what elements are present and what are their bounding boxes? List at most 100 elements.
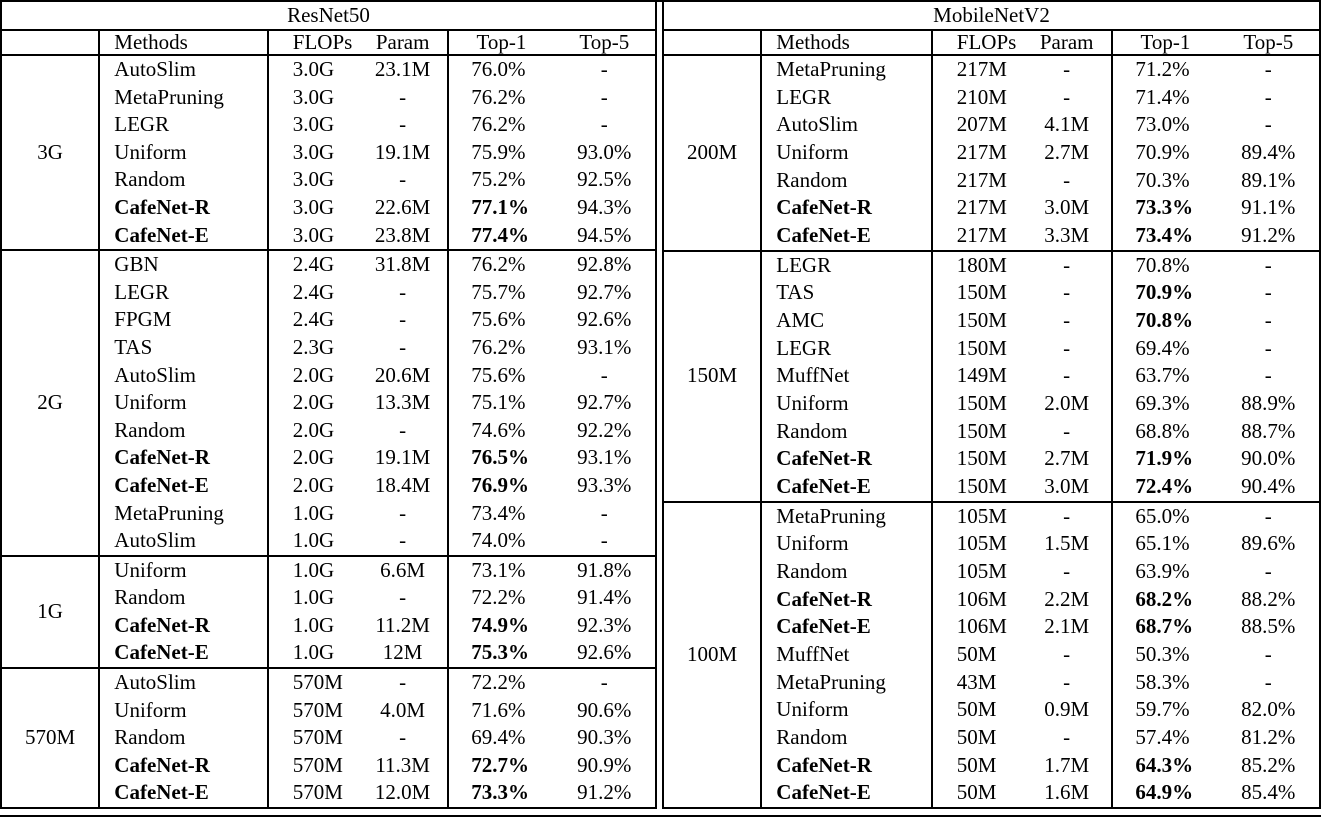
param-cell: - (358, 724, 450, 752)
flops-cell: 150M (956, 390, 1007, 415)
param-cell: - (358, 278, 450, 307)
top5-cell: 93.0% (577, 139, 632, 164)
method-cell: CafeNet-R (99, 611, 269, 640)
table-row: Random 105M -63.9% - (663, 557, 1320, 586)
table-row: MetaPruning 43M -58.3% - (663, 668, 1320, 697)
param-cell: 18.4M (358, 471, 450, 500)
method-cell: Random (99, 166, 269, 194)
flops-cell: 1.0G (292, 500, 335, 525)
table-row: 570M AutoSlim 570M -72.2% - (1, 668, 656, 809)
param-cell: - (1022, 640, 1114, 669)
table-row: MetaPruning 3.0G -76.2% - (1, 83, 656, 112)
table-row: Random 217M -70.3% 89.1% (663, 166, 1320, 195)
table-row: Uniform 150M 2.0M 69.3% 88.9% (663, 389, 1320, 418)
table-row: Uniform 217M 2.7M 70.9% 89.4% (663, 138, 1320, 167)
group-label: 2G (1, 250, 101, 556)
flops-cell: 150M (956, 335, 1007, 360)
table-row: CafeNet-R 1.0G 11.2M 74.9% 92.3% (1, 611, 656, 640)
row-group-2g: 2G GBN 2.4G 31.8M 76.2% 92.8% LEGR 2.4G -75.7% 92… (1, 250, 656, 556)
param-cell: 11.3M (358, 751, 450, 780)
param-cell: - (1022, 279, 1114, 307)
param-cell: - (1022, 83, 1114, 112)
header-flops: FLOPs (931, 30, 1023, 56)
top5-cell: 85.2% (1241, 752, 1296, 777)
method-cell: Uniform (99, 555, 269, 585)
top1-cell: 70.8% (1135, 252, 1190, 277)
method-cell: Random (99, 584, 269, 612)
table-row: CafeNet-E 150M 3.0M 72.4% 90.4% (663, 472, 1320, 502)
top5-cell: 88.5% (1241, 614, 1296, 639)
table-row: CafeNet-R 3.0G 22.6M 77.1% 94.3% (1, 193, 656, 222)
method-cell: LEGR (761, 83, 933, 112)
top1-cell: 71.6% (471, 697, 526, 722)
table-row: LEGR 210M -71.4% - (663, 83, 1320, 112)
flops-cell: 50M (956, 752, 997, 777)
top5-cell: 88.2% (1241, 586, 1296, 611)
top5-cell: - (1264, 84, 1272, 109)
top1-cell: 65.0% (1135, 503, 1190, 528)
table-row: TAS 2.3G -76.2% 93.1% (1, 333, 656, 362)
param-cell: 23.1M (358, 55, 450, 84)
header-param: Param (358, 30, 450, 56)
top1-cell: 72.7% (471, 752, 530, 777)
top1-cell: 77.4% (471, 222, 530, 247)
flops-cell: 2.0G (292, 472, 335, 497)
top1-cell: 76.2% (471, 112, 526, 137)
flops-cell: 3.0G (292, 84, 335, 109)
flops-cell: 217M (956, 167, 1007, 192)
param-cell: - (358, 416, 450, 445)
flops-cell: 217M (956, 195, 1007, 220)
table-header-row: Methods FLOPs Param Top-1 Top-5 (663, 30, 1320, 56)
method-cell: Uniform (761, 530, 933, 558)
param-cell: 11.2M (358, 611, 450, 640)
top5-cell: - (1264, 503, 1272, 528)
flops-cell: 1.0G (292, 528, 335, 553)
flops-cell: 3.0G (292, 194, 335, 219)
top5-cell: - (1264, 280, 1272, 305)
flops-cell: 570M (292, 697, 343, 722)
param-cell: 23.8M (358, 221, 450, 251)
top1-cell: 73.4% (1135, 223, 1194, 247)
table-row: CafeNet-R 150M 2.7M 71.9% 90.0% (663, 445, 1320, 473)
method-cell: Uniform (99, 696, 269, 725)
top1-cell: 70.3% (1135, 167, 1190, 192)
method-cell: LEGR (761, 334, 933, 363)
row-group-200m: 200M MetaPruning 217M -71.2% - LEGR 210M -71.4%… (663, 55, 1320, 251)
flops-cell: 1.0G (292, 557, 335, 582)
header-group (1, 30, 101, 56)
top1-cell: 76.2% (471, 252, 526, 277)
top5-cell: - (1264, 335, 1272, 360)
top5-cell: - (1264, 641, 1272, 666)
flops-cell: 2.0G (292, 362, 335, 387)
method-cell: GBN (99, 250, 269, 279)
top5-cell: 85.4% (1241, 780, 1296, 805)
table-row: MuffNet 50M -50.3% - (663, 640, 1320, 669)
row-group-570m: 570M AutoSlim 570M -72.2% - Uniform 570M 4.0M 71… (1, 668, 656, 809)
table-row: CafeNet-R 2.0G 19.1M 76.5% 93.1% (1, 444, 656, 472)
table-row: Random 3.0G -75.2% 92.5% (1, 166, 656, 194)
top1-cell: 71.9% (1135, 446, 1194, 471)
method-cell: MuffNet (761, 362, 933, 390)
table-row: CafeNet-E 2.0G 18.4M 76.9% 93.3% (1, 471, 656, 500)
param-cell: 4.0M (358, 696, 450, 725)
method-cell: Random (761, 166, 933, 195)
flops-cell: 2.3G (292, 334, 335, 359)
top1-cell: 76.2% (471, 334, 526, 359)
top5-cell: 91.2% (1241, 223, 1296, 247)
flops-cell: 217M (956, 57, 1007, 82)
method-cell: FPGM (99, 306, 269, 334)
param-cell: 6.6M (358, 555, 450, 585)
top5-cell: 92.6% (577, 307, 632, 332)
table-title-row: ResNet50 (1, 2, 656, 31)
mobilenetv2-table: MobileNetV2 Methods FLOPs Param Top-1 To… (662, 2, 1321, 810)
table-row: Uniform 105M 1.5M 65.1% 89.6% (663, 530, 1320, 558)
param-cell: - (358, 333, 450, 362)
flops-cell: 106M (956, 614, 1007, 639)
flops-cell: 2.4G (292, 252, 335, 277)
param-cell: 12.0M (358, 779, 450, 809)
method-cell: MetaPruning (761, 501, 933, 531)
param-cell: - (1022, 250, 1114, 280)
table-row: LEGR 150M -69.4% - (663, 334, 1320, 363)
top1-cell: 68.7% (1135, 614, 1194, 639)
